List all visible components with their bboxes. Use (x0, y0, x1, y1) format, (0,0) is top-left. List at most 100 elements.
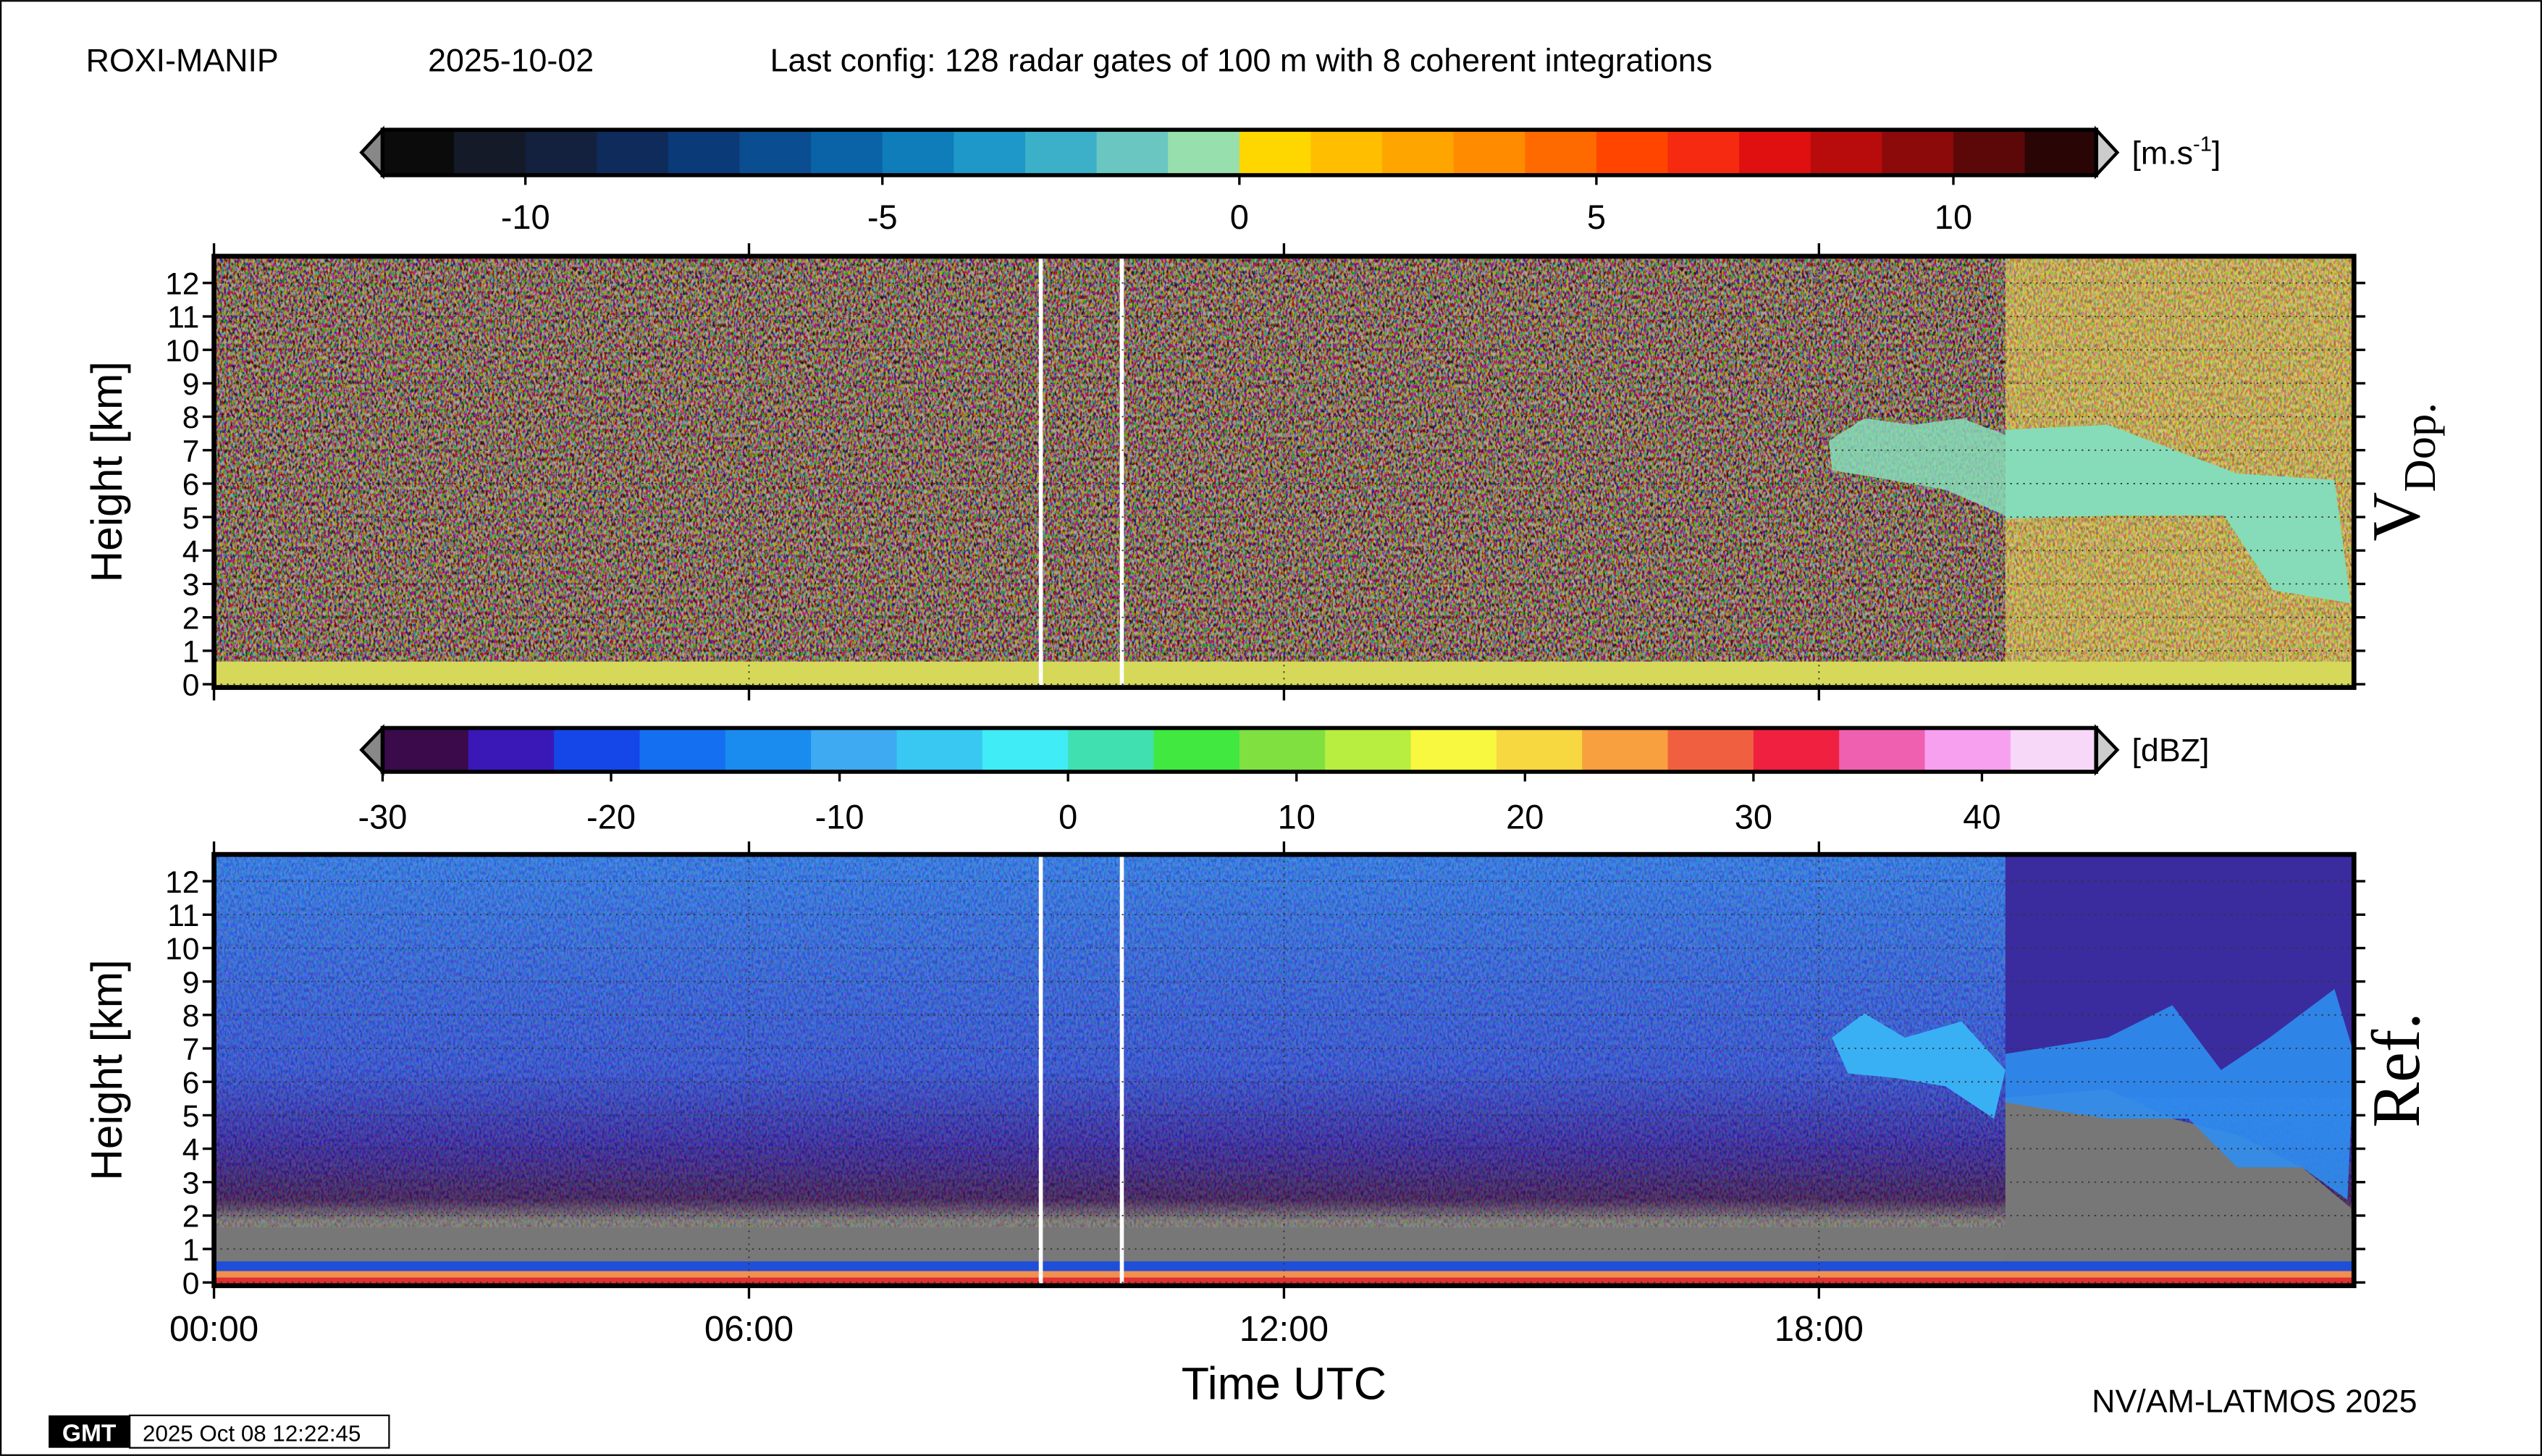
colorbar-unit-text: [m.s (2131, 135, 2193, 171)
y-tick-label: 9 (182, 965, 200, 1000)
colorbar-segment (1753, 728, 1840, 772)
colorbar-frame (380, 725, 2099, 774)
x-tick-label: 12:00 (1240, 1309, 1329, 1349)
colorbar-segment (1382, 130, 1455, 175)
y-tick-label: 5 (182, 1099, 200, 1134)
colorbar-segment (1739, 130, 1811, 175)
colorbar-segment (2024, 130, 2097, 175)
colorbar-tick-label: 10 (1935, 198, 1972, 236)
colorbar-segment (982, 728, 1069, 772)
colorbar-low-arrow (359, 125, 384, 180)
y-tick-label: 11 (167, 300, 199, 335)
panel-label-main: V (2359, 492, 2434, 542)
colorbar-high-arrow (2094, 125, 2120, 180)
colorbar-unit-text: [dBZ] (2131, 732, 2209, 768)
colorbar-segment (639, 728, 726, 772)
timestamp-box (129, 1414, 390, 1449)
x-tick-label: 00:00 (169, 1309, 258, 1349)
y-tick-label: 5 (182, 501, 200, 536)
colorbar-segment (1239, 728, 1326, 772)
x-tick-label: 18:00 (1775, 1309, 1864, 1349)
y-tick-label: 10 (165, 334, 199, 369)
panel-label: Ref. (2359, 1012, 2434, 1127)
station: ROXI-MANIP (86, 43, 279, 79)
y-tick-label: 3 (182, 1166, 200, 1200)
colorbar-unit-close: ] (2212, 135, 2221, 171)
panel-label-sub: Dop. (2394, 403, 2445, 492)
colorbar-segment (1310, 130, 1384, 175)
gmt-logo-box (49, 1415, 130, 1448)
colorbar-tick-label: -10 (501, 198, 550, 236)
colorbar-segment (725, 728, 812, 772)
colorbar-tick-label: 5 (1587, 198, 1606, 236)
y-tick-label: 7 (182, 434, 200, 468)
plot-frame (211, 851, 2357, 1289)
colorbar-segment (896, 728, 983, 772)
panel-label: VDop. (2359, 403, 2445, 542)
colorbar-tick-label: 20 (1506, 797, 1544, 836)
colorbar-tick-label: 40 (1963, 797, 2000, 836)
date: 2025-10-02 (428, 43, 594, 79)
colorbar-segment (668, 130, 741, 175)
colorbar-segment (1810, 130, 1883, 175)
y-tick-label: 11 (167, 899, 199, 933)
colorbar-segment (382, 728, 469, 772)
plot-frame (211, 253, 2357, 690)
panel-label-main: Ref. (2359, 1012, 2434, 1127)
y-tick-label: 1 (182, 1233, 200, 1268)
y-tick-label: 12 (165, 865, 199, 900)
x-tick-label: 06:00 (704, 1309, 794, 1349)
colorbar-tick-label: 30 (1735, 797, 1772, 836)
colorbar-segment (1839, 728, 1926, 772)
y-tick-label: 9 (182, 367, 200, 402)
colorbar-segment (739, 130, 812, 175)
colorbar-tick-label: 10 (1278, 797, 1316, 836)
y-tick-label: 3 (182, 568, 200, 602)
y-tick-label: 4 (182, 534, 200, 569)
colorbar-unit-sup: -1 (2193, 132, 2212, 156)
colorbar-segment (2010, 728, 2097, 772)
colorbar-segment (1667, 728, 1754, 772)
y-axis-title: Height [km] (82, 959, 131, 1181)
y-tick-label: 6 (182, 468, 200, 502)
colorbar-segment (1953, 130, 2026, 175)
colorbar-segment (1496, 728, 1583, 772)
y-tick-label: 7 (182, 1032, 200, 1067)
colorbar-tick-label: -5 (867, 198, 898, 236)
y-tick-label: 4 (182, 1132, 200, 1167)
colorbar-low-arrow (359, 723, 384, 776)
gmt-logo: GMT (62, 1421, 117, 1447)
colorbar-unit: [m.s-1] (2131, 132, 2221, 171)
colorbar-segment (1168, 130, 1240, 175)
timestamp: 2025 Oct 08 12:22:45 (143, 1421, 361, 1447)
y-axis-title: Height [km] (82, 361, 131, 583)
y-tick-label: 0 (182, 1266, 200, 1301)
y-tick-label: 12 (165, 267, 199, 302)
y-tick-label: 8 (182, 400, 200, 435)
colorbar-segment (1582, 728, 1669, 772)
colorbar-segment (811, 728, 898, 772)
y-tick-label: 2 (182, 1200, 200, 1234)
y-tick-label: 6 (182, 1066, 200, 1101)
colorbar-segment (468, 728, 555, 772)
x-axis-title: Time UTC (1182, 1359, 1386, 1410)
colorbar-segment (1068, 728, 1155, 772)
colorbar-segment (1153, 728, 1240, 772)
credit: NV/AM-LATMOS 2025 (2092, 1383, 2417, 1419)
colorbar-tick-label: -30 (358, 797, 407, 836)
colorbar-segment (954, 130, 1027, 175)
colorbar-segment (1453, 130, 1526, 175)
colorbar-segment (1410, 728, 1497, 772)
colorbar-segment (382, 130, 455, 175)
colorbar-segment (1882, 130, 1955, 175)
colorbar-segment (1924, 728, 2012, 772)
colorbar-tick-label: 0 (1059, 797, 1077, 836)
colorbar-segment (1525, 130, 1598, 175)
colorbar-tick-label: -20 (586, 797, 636, 836)
colorbar-segment (1096, 130, 1169, 175)
y-tick-label: 0 (182, 668, 200, 703)
colorbar-segment (454, 130, 526, 175)
colorbar-tick-label: -10 (815, 797, 864, 836)
colorbar-segment (1596, 130, 1669, 175)
y-tick-label: 10 (165, 932, 199, 967)
